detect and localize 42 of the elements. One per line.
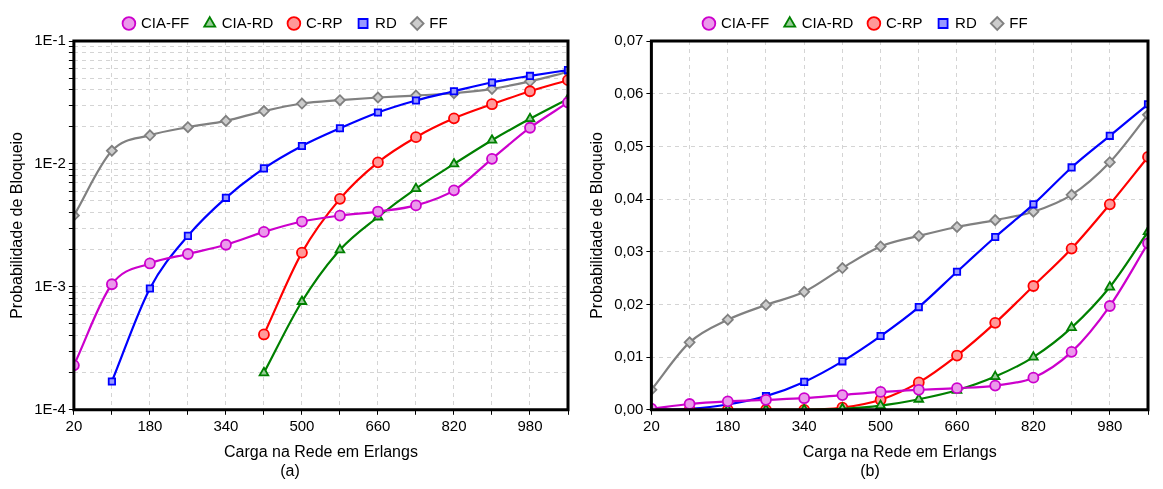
y-tick-label: 0,05 (614, 136, 644, 154)
x-tick-label: 340 (213, 416, 239, 434)
x-axis-title: Carga na Rede em Erlangs (224, 442, 418, 460)
x-tick-label: 660 (365, 416, 391, 434)
x-tick-label: 660 (944, 416, 970, 434)
y-tick-label: 0,07 (614, 31, 644, 49)
x-tick-label: 180 (137, 416, 163, 434)
legend-label: FF (429, 13, 448, 31)
y-tick-label: 0,02 (614, 294, 644, 312)
x-tick-label: 340 (791, 416, 817, 434)
y-tick-label: 1E-1 (34, 31, 66, 49)
y-axis-title: Probabilidade de Bloqueio (8, 131, 26, 319)
x-tick-label: 980 (517, 416, 543, 434)
y-tick-label: 0,01 (614, 347, 644, 365)
x-tick-label: 20 (65, 416, 83, 434)
x-tick-label: 500 (868, 416, 894, 434)
legend-label: CIA-RD (221, 13, 274, 31)
legend-label: CIA-RD (801, 13, 854, 31)
x-tick-label: 500 (289, 416, 315, 434)
legend-label: CIA-FF (140, 13, 190, 31)
y-tick-label: 1E-2 (34, 154, 66, 172)
y-tick-label: 0,03 (614, 241, 644, 259)
legend-label: C-RP (885, 13, 923, 31)
legend-label: RD (955, 13, 977, 31)
x-tick-label: 980 (1097, 416, 1123, 434)
legend-label: C-RP (305, 13, 343, 31)
text: (b) (859, 462, 881, 480)
legend-label: CIA-FF (720, 13, 770, 31)
legend-label: FF (1009, 13, 1028, 31)
y-axis-title: Probabilidade de Bloqueio (588, 131, 606, 319)
y-tick-label: 0,06 (614, 83, 644, 101)
legend-label: RD (375, 13, 397, 31)
x-tick-label: 20 (643, 416, 660, 434)
y-tick-label: 0,00 (614, 399, 644, 417)
x-tick-label: 820 (441, 416, 467, 434)
x-axis-title: Carga na Rede em Erlangs (802, 442, 997, 460)
text: (a) (279, 462, 301, 480)
y-tick-label: 1E-4 (34, 399, 66, 417)
x-tick-label: 180 (715, 416, 741, 434)
y-tick-label: 0,04 (614, 189, 644, 207)
y-tick-label: 1E-3 (34, 277, 66, 295)
x-tick-label: 820 (1020, 416, 1046, 434)
